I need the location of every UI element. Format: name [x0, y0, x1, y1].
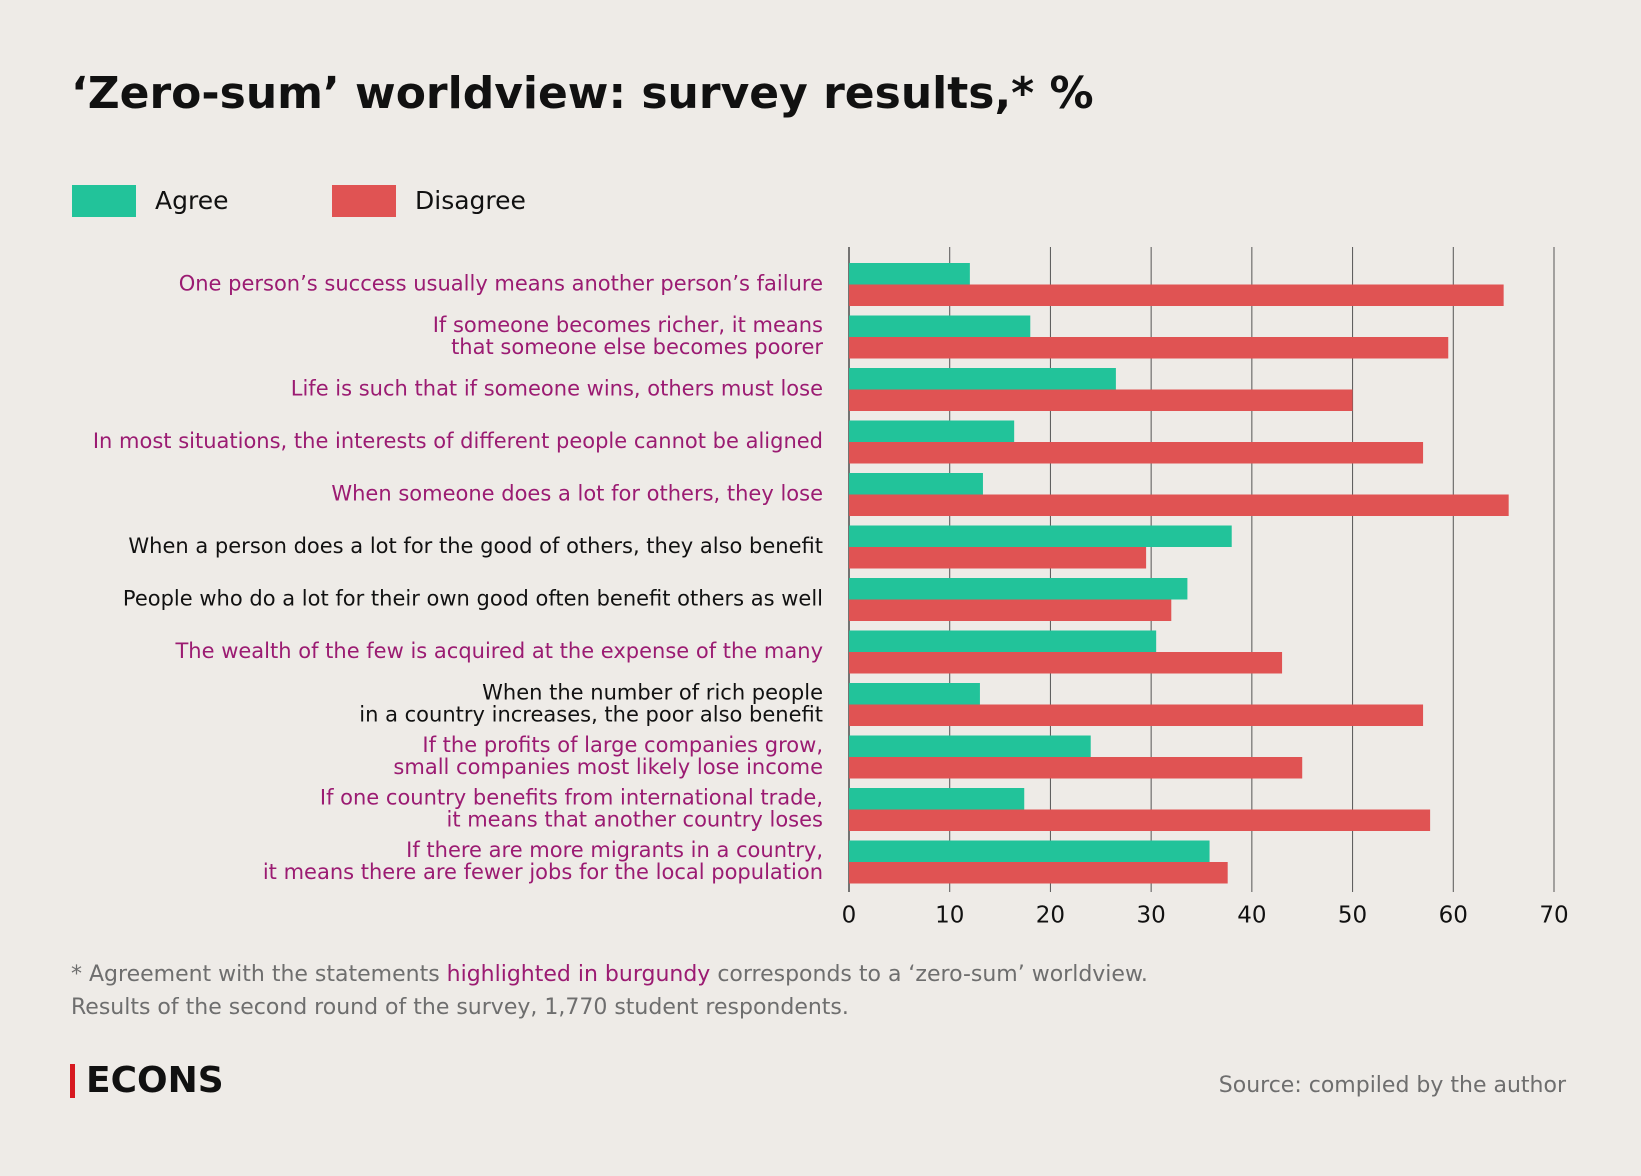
bar [849, 494, 1509, 516]
bar [849, 735, 1091, 757]
y-tick-label: it means that another country loses [446, 808, 823, 832]
x-tick-label: 20 [1036, 903, 1065, 929]
y-tick-label: When the number of rich people [482, 681, 823, 705]
logo-bar [70, 1064, 75, 1098]
bar [849, 420, 1015, 442]
y-tick-label: If someone becomes richer, it means [433, 313, 823, 337]
y-tick-label: One person’s success usually means anoth… [179, 272, 823, 296]
chart-title: ‘Zero-sum’ worldview: survey results,* % [71, 68, 1094, 119]
y-tick-label: When someone does a lot for others, they… [331, 482, 823, 506]
x-tick-label: 30 [1137, 903, 1166, 929]
y-tick-label: If one country benefits from internation… [320, 786, 823, 810]
bar [849, 263, 970, 285]
x-tick-label: 70 [1539, 903, 1568, 929]
x-tick-label: 0 [842, 903, 857, 929]
bar [849, 704, 1424, 726]
bar [849, 809, 1431, 831]
bar [849, 840, 1210, 862]
footnote-highlight: highlighted in burgundy [447, 962, 711, 987]
bar [849, 525, 1232, 547]
y-tick-label: Life is such that if someone wins, other… [291, 377, 823, 401]
x-tick-label: 60 [1439, 903, 1468, 929]
y-tick-label: People who do a lot for their own good o… [123, 587, 823, 611]
y-tick-label: that someone else becomes poorer [451, 335, 823, 359]
y-tick-label: in a country increases, the poor also be… [359, 703, 823, 727]
bar [849, 368, 1116, 390]
x-tick-label: 10 [935, 903, 964, 929]
y-tick-label: When a person does a lot for the good of… [128, 534, 823, 558]
x-tick-label: 40 [1237, 903, 1266, 929]
footnote: * Agreement with the statements highligh… [71, 962, 1148, 987]
x-tick-label: 50 [1338, 903, 1367, 929]
legend-swatch [72, 185, 136, 217]
legend-label: Agree [155, 186, 228, 215]
bar [849, 862, 1228, 884]
bar [849, 315, 1031, 337]
bar [849, 337, 1449, 359]
y-tick-label: In most situations, the interests of dif… [93, 429, 823, 453]
bar [849, 757, 1303, 779]
y-tick-label: The wealth of the few is acquired at the… [174, 639, 823, 663]
footnote-text: corresponds to a ‘zero-sum’ worldview. [710, 962, 1148, 987]
bar [849, 284, 1504, 306]
source: Source: compiled by the author [1219, 1073, 1567, 1098]
y-tick-label: small companies most likely lose income [393, 755, 823, 779]
y-tick-label: If the profits of large companies grow, [422, 733, 823, 757]
bar [849, 578, 1188, 600]
bar [849, 389, 1353, 411]
legend-swatch [332, 185, 396, 217]
y-tick-label: it means there are fewer jobs for the lo… [263, 860, 823, 884]
bar [849, 630, 1157, 652]
footnote-line: Results of the second round of the surve… [71, 995, 849, 1020]
bar [849, 547, 1147, 569]
bar [849, 473, 983, 495]
bar [849, 788, 1025, 810]
y-tick-label: If there are more migrants in a country, [406, 838, 823, 862]
bar [849, 683, 980, 705]
bar [849, 652, 1283, 674]
bar [849, 442, 1424, 464]
footnote-text: * Agreement with the statements [71, 962, 447, 987]
bar [849, 599, 1172, 621]
logo: ECONS [86, 1060, 224, 1101]
legend-label: Disagree [415, 186, 526, 215]
